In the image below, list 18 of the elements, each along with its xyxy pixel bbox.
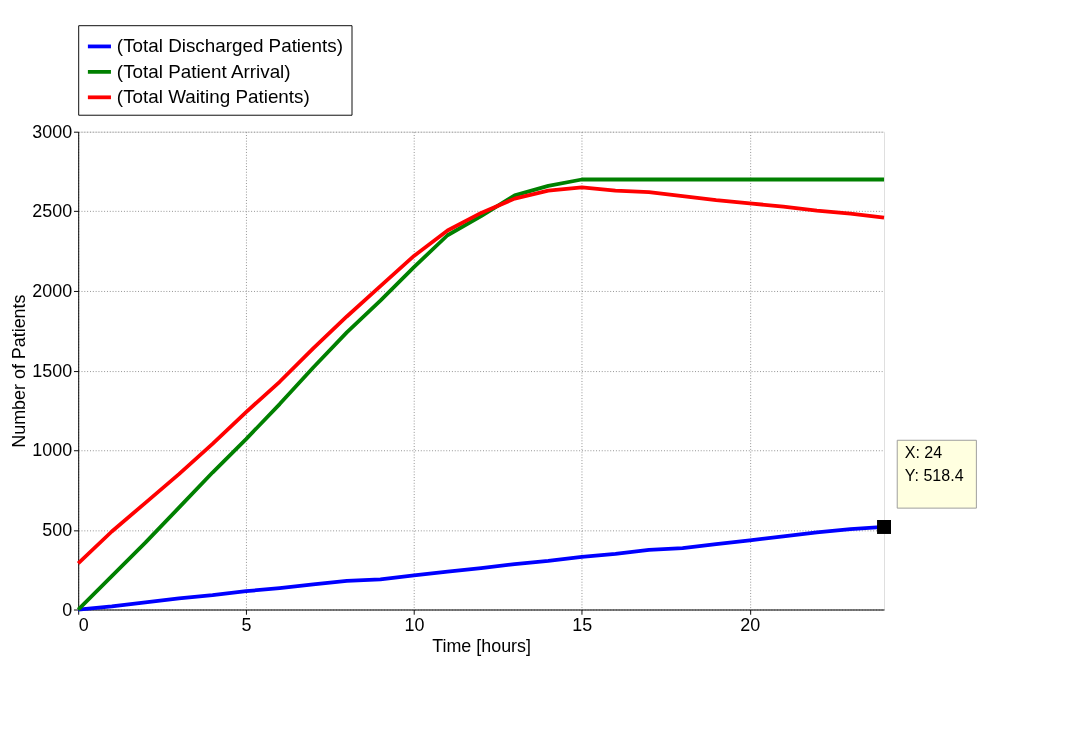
y-tick-label: 2500 (32, 201, 73, 222)
y-tick-label: 3000 (32, 121, 73, 142)
y-tick-label: 500 (42, 520, 73, 541)
y-axis-title: Number of Patients (8, 294, 29, 448)
y-tick-label: 2000 (32, 281, 73, 302)
legend-label: (Total Waiting Patients) (116, 85, 310, 107)
x-tick-label: 0 (78, 614, 89, 635)
y-tick-label: 1000 (32, 440, 73, 461)
annotation: X: 24 Y: 518.4 (904, 443, 964, 484)
legend-label: (Total Discharged Patients) (116, 35, 343, 57)
x-tick-label: 10 (404, 614, 425, 635)
x-tick-label: 5 (241, 614, 252, 635)
y-tick-label: 1500 (32, 360, 73, 381)
x-tick-label: 20 (740, 614, 761, 635)
y-tick-label: 0 (62, 599, 73, 620)
x-tick-label: 15 (572, 614, 593, 635)
legend-label: (Total Patient Arrival) (116, 60, 291, 82)
x-axis-title: Time [hours] (432, 636, 531, 657)
